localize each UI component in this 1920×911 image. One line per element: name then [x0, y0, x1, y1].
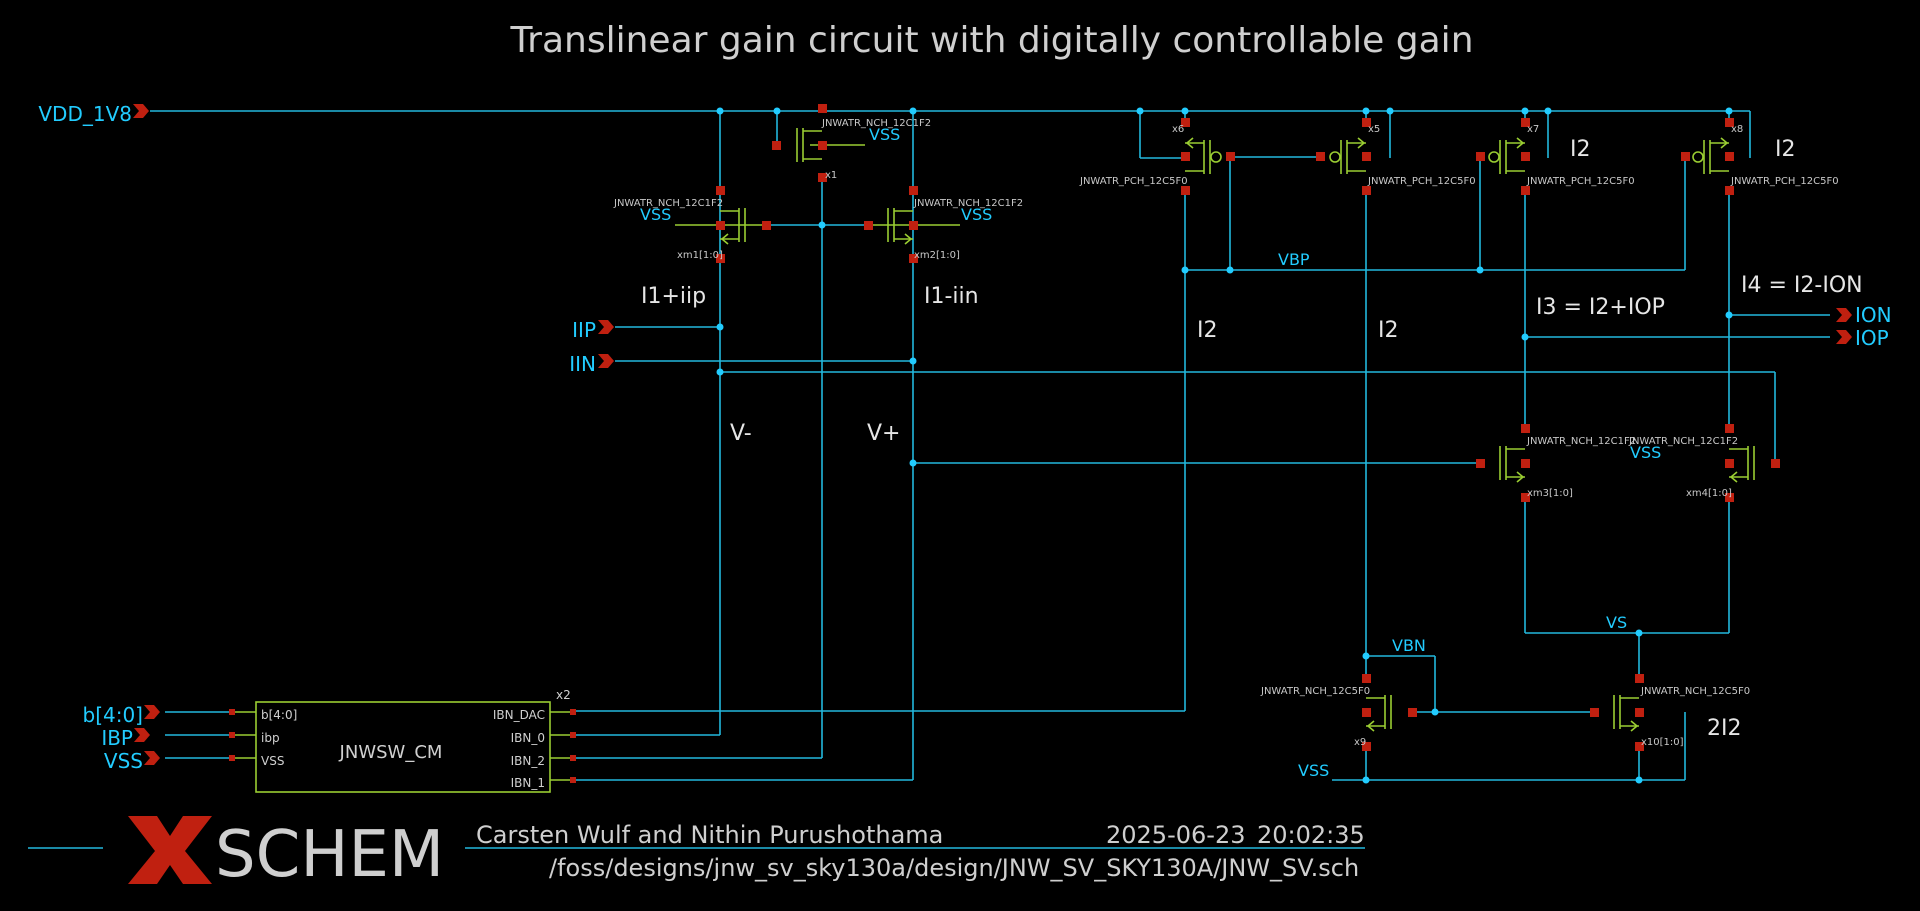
footer-time: 20:02:35	[1257, 821, 1365, 849]
label-x6-name: x6	[1172, 124, 1184, 135]
annotation-i3: I3 = I2+IOP	[1536, 295, 1665, 320]
block-pin-vss: VSS	[261, 754, 284, 768]
label-x9-type: JNWATR_NCH_12C5F0	[1260, 686, 1370, 697]
annotation-i2-x5: I2	[1378, 318, 1399, 343]
logo-text: SCHEM	[215, 818, 444, 892]
net-vss-x9: VSS	[1298, 761, 1329, 780]
label-xm1-name: xm1[1:0]	[677, 250, 723, 261]
label-x8-type: JNWATR_PCH_12C5F0	[1730, 176, 1839, 187]
annotation-i2-x7: I2	[1570, 137, 1591, 162]
label-xm4-name: xm4[1:0]	[1686, 488, 1732, 499]
label-x5-name: x5	[1368, 124, 1380, 135]
label-xm2-name: xm2[1:0]	[914, 250, 960, 261]
label-x10-type: JNWATR_NCH_12C5F0	[1640, 686, 1750, 697]
label-x6-type: JNWATR_PCH_12C5F0	[1079, 176, 1188, 187]
port-ibp-label: IBP	[101, 726, 133, 750]
transistor-xm2[interactable]	[864, 186, 960, 263]
label-xm4-type: JNWATR_NCH_12C1F2	[1628, 436, 1738, 447]
annotation-i1-plus-iip: I1+iip	[641, 284, 706, 309]
junctions	[716, 107, 1733, 784]
port-b-label: b[4:0]	[83, 703, 144, 727]
transistor-x10[interactable]	[1590, 674, 1644, 751]
annotation-2i2: 2I2	[1707, 716, 1741, 741]
label-xm1-type: JNWATR_NCH_12C1F2	[613, 198, 723, 209]
transistor-x8[interactable]	[1681, 118, 1734, 195]
port-vss-label: VSS	[104, 749, 143, 773]
block-pin-ibp: ibp	[261, 731, 280, 745]
footer-date: 2025-06-23	[1106, 821, 1245, 849]
transistor-xm3[interactable]	[1476, 424, 1530, 502]
block-pin-ibn-1: IBN_1	[511, 776, 545, 790]
label-xm3-type: JNWATR_NCH_12C1F2	[1526, 436, 1636, 447]
annotation-i4: I4 = I2-ION	[1741, 273, 1863, 298]
label-x5-type: JNWATR_PCH_12C5F0	[1367, 176, 1476, 187]
port-vdd-label: VDD_1V8	[38, 102, 132, 126]
net-vss-xm34: VSS	[1630, 443, 1661, 462]
port-ion-label: ION	[1855, 303, 1892, 327]
block-instance: x2	[556, 688, 571, 702]
xschem-logo: SCHEM	[128, 816, 444, 892]
transistor-xm1[interactable]	[675, 186, 771, 263]
transistor-x1[interactable]	[772, 104, 865, 182]
label-x7-name: x7	[1527, 124, 1539, 135]
annotation-v-plus: V+	[867, 421, 900, 446]
annotation-i2-x8: I2	[1775, 137, 1796, 162]
schematic-title: Translinear gain circuit with digitally …	[509, 20, 1473, 61]
net-vbn: VBN	[1392, 636, 1426, 655]
net-vss-xm1: VSS	[640, 205, 671, 224]
label-x1-name: x1	[825, 170, 837, 181]
footer-authors: Carsten Wulf and Nithin Purushothama	[476, 821, 943, 849]
label-x10-name: x10[1:0]	[1641, 737, 1684, 748]
block-pin-ibn-0: IBN_0	[511, 731, 545, 745]
net-vbp: VBP	[1278, 250, 1310, 269]
label-x8-name: x8	[1731, 124, 1743, 135]
port-iop-label: IOP	[1855, 326, 1889, 350]
transistor-x7[interactable]	[1476, 118, 1530, 195]
annotation-i1-minus-iin: I1-iin	[924, 284, 979, 309]
port-iip-label: IIP	[572, 318, 596, 342]
annotation-i2-x6: I2	[1197, 318, 1218, 343]
label-x1-type: JNWATR_NCH_12C1F2	[821, 118, 931, 129]
label-xm3-name: xm3[1:0]	[1527, 488, 1573, 499]
label-x7-type: JNWATR_PCH_12C5F0	[1526, 176, 1635, 187]
transistor-x5[interactable]	[1316, 118, 1371, 195]
block-name: JNWSW_CM	[339, 742, 443, 763]
xschem-x-icon	[128, 816, 212, 884]
transistor-xm4[interactable]	[1725, 424, 1780, 502]
label-x9-name: x9	[1354, 737, 1366, 748]
block-pin-ibn-dac: IBN_DAC	[493, 708, 545, 722]
annotation-v-minus: V-	[730, 421, 752, 446]
net-vss-x1: VSS	[869, 125, 900, 144]
transistor-x9[interactable]	[1362, 674, 1417, 751]
wires	[28, 110, 1830, 849]
block-pin-b: b[4:0]	[261, 708, 297, 722]
net-vs: VS	[1606, 613, 1627, 632]
block-jnwsw-cm[interactable]: b[4:0] ibp VSS IBN_DAC IBN_0 IBN_2 IBN_1…	[229, 688, 576, 793]
port-arrows	[133, 104, 1852, 765]
transistor-x6[interactable]	[1181, 118, 1235, 195]
block-pin-ibn-2: IBN_2	[511, 754, 545, 768]
footer-path: /foss/designs/jnw_sv_sky130a/design/JNW_…	[549, 854, 1359, 882]
net-vss-xm2: VSS	[961, 205, 992, 224]
label-xm2-type: JNWATR_NCH_12C1F2	[913, 198, 1023, 209]
port-iin-label: IIN	[569, 352, 596, 376]
